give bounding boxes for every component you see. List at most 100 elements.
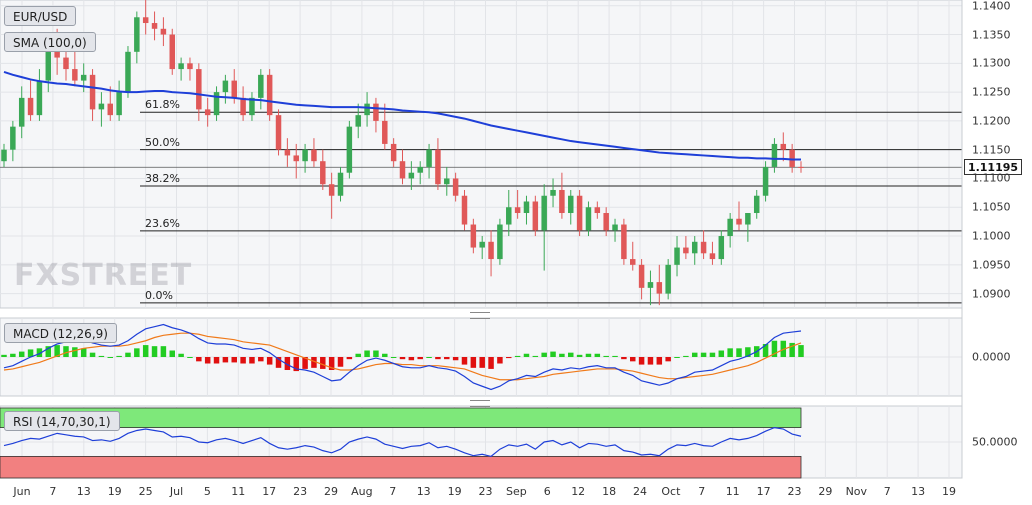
macd-histogram-bar (1, 354, 7, 357)
macd-histogram-bar (293, 357, 299, 372)
x-tick-label: 19 (447, 485, 462, 498)
candle-body (753, 195, 760, 214)
candle-body (435, 149, 441, 185)
fib-label: 23.6% (145, 216, 180, 230)
macd-histogram-bar (45, 346, 52, 357)
macd-indicator-label[interactable]: MACD (12,26,9) (4, 323, 117, 343)
macd-histogram-bar (798, 345, 804, 357)
candle-body (683, 247, 689, 254)
macd-histogram-bar (585, 353, 592, 357)
candle-body (576, 195, 583, 231)
x-tick-label: 13 (76, 485, 91, 498)
candle-body (771, 143, 778, 167)
x-tick-label: Sep (506, 485, 527, 498)
candle-body (718, 236, 725, 260)
macd-histogram-bar (240, 357, 246, 364)
macd-histogram-bar (222, 357, 229, 363)
candle-body (479, 241, 485, 248)
macd-histogram-bar (107, 357, 114, 358)
macd-histogram-bar (399, 357, 406, 360)
candle-body (187, 63, 193, 70)
macd-histogram-bar (514, 355, 521, 357)
macd-histogram-bar (745, 347, 751, 357)
candle-body (417, 166, 423, 173)
macd-y-tick-label: 0.0000 (972, 350, 1011, 364)
macd-line (3, 323, 802, 391)
candle-body (603, 213, 609, 231)
candle-body (621, 224, 627, 260)
candle-body (390, 143, 397, 162)
macd-histogram-bar (27, 349, 34, 357)
macd-histogram-bar (346, 357, 353, 360)
candle-body (488, 241, 494, 260)
macd-histogram-bar (444, 357, 450, 360)
macd-histogram-bar (302, 357, 308, 369)
candle-body (656, 282, 663, 294)
rsi-indicator-label[interactable]: RSI (14,70,30,1) (4, 411, 120, 431)
x-tick-label: 13 (911, 485, 926, 498)
candle-body (107, 103, 114, 116)
macd-histogram-bar (674, 357, 680, 358)
sma-line (3, 71, 801, 161)
candle-body (629, 259, 636, 265)
pane-resize-handle-macd[interactable] (470, 312, 490, 319)
fib-label: 61.8% (145, 98, 180, 112)
candle-body (160, 28, 167, 35)
macd-histogram-bar (426, 357, 432, 358)
candle-body (89, 74, 96, 110)
candle-body (691, 241, 698, 254)
x-tick-label: 6 (543, 485, 551, 498)
price-pane (0, 0, 963, 309)
sma-indicator-label[interactable]: SMA (100,0) (4, 32, 96, 52)
candle-body (408, 172, 415, 179)
macd-histogram-bar (10, 353, 16, 357)
macd-histogram-bar (452, 357, 459, 361)
candle-body (798, 166, 804, 168)
candle-body (364, 103, 370, 116)
macd-histogram-bar (328, 357, 335, 370)
macd-histogram-bar (311, 357, 317, 368)
candle-body (745, 213, 751, 225)
x-tick-label: 12 (571, 485, 586, 498)
candle-body (727, 218, 733, 237)
macd-histogram-bar (691, 352, 698, 357)
candle-body (426, 149, 432, 167)
x-tick-label: Jul (169, 485, 184, 498)
macd-histogram-bar (506, 357, 512, 359)
candle-body (461, 195, 468, 225)
macd-histogram-bar (196, 357, 202, 362)
macd-histogram-bar (249, 357, 255, 364)
candle-body (373, 103, 379, 121)
candle-body (638, 264, 645, 288)
candle-body (612, 224, 618, 231)
fxstreet-watermark-logo: FXSTREET (14, 258, 193, 293)
macd-histogram-bar (594, 353, 601, 357)
candle-body (382, 120, 388, 144)
candle-body (452, 178, 459, 196)
x-tick-label: 11 (231, 485, 246, 498)
macd-histogram-bar (142, 345, 149, 357)
x-tick-label: 23 (787, 485, 802, 498)
candle-body (541, 195, 547, 231)
y-tick-label: 1.1100 (972, 171, 1011, 185)
macd-histogram-bar (80, 348, 87, 357)
candle-body (284, 149, 291, 156)
pane-resize-handle-rsi[interactable] (470, 400, 490, 407)
candle-body (293, 155, 299, 162)
macd-histogram-bar (417, 357, 423, 360)
macd-histogram-bar (151, 346, 158, 357)
candle-body (568, 195, 574, 214)
rsi-line (3, 426, 802, 458)
macd-histogram-bar (63, 346, 69, 357)
x-tick-label: 29 (324, 485, 338, 498)
macd-histogram-bar (718, 350, 725, 357)
candle-body (337, 172, 344, 196)
symbol-label[interactable]: EUR/USD (4, 6, 77, 26)
macd-histogram-bar (470, 357, 477, 368)
candle-body (258, 74, 264, 98)
candle-body (585, 207, 592, 231)
candle-body (240, 97, 246, 116)
candle-body (346, 126, 353, 173)
macd-histogram-bar (160, 346, 167, 357)
